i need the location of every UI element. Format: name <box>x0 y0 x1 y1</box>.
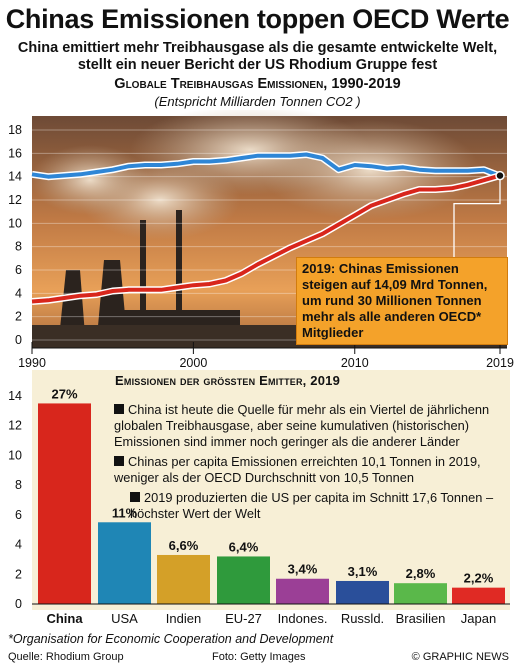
china-2019-callout: 2019: Chinas Emissionen steigen auf 14,0… <box>296 257 508 345</box>
bar-russld- <box>336 580 389 604</box>
bar-y-tick-label: 14 <box>8 389 22 403</box>
x-tick-label: 2019 <box>486 356 514 370</box>
callout-line-5: Mitglieder <box>302 325 364 340</box>
bar-chart: 0 2 4 6 8 10 12 14 27% China 11% USA 6,6% Indien 6,4%… <box>8 370 510 626</box>
subhead-line-1: China emittiert mehr Treibhausgase als d… <box>17 40 498 56</box>
bar-category-label: Brasilien <box>396 611 446 626</box>
line-chart-subtitle: (Entspricht Milliarden Tonnen CO2 ) <box>154 94 361 109</box>
bar-category-label: EU-27 <box>225 611 262 626</box>
bar-value-label: 3,1% <box>348 564 378 579</box>
photo-credit: Foto: Getty Images <box>212 651 306 663</box>
bar-category-label: Indien <box>166 611 201 626</box>
bar-value-label: 2,2% <box>464 571 494 586</box>
subhead-line-2: stellt ein neuer Bericht der US Rhodium … <box>77 57 438 73</box>
callout-line-2: steigen auf 14,09 Mrd Tonnen, <box>302 277 488 292</box>
y-tick-label: 14 <box>8 170 22 184</box>
y-tick-label: 16 <box>8 146 22 160</box>
oecd-emissions-line <box>31 152 501 179</box>
facts-list: China ist heute die Quelle für mehr als … <box>114 402 512 526</box>
bar-category-label: USA <box>111 611 138 626</box>
bullet-square-icon <box>114 456 124 466</box>
bar-brasilien <box>394 583 447 604</box>
fact-item: Chinas per capita Emissionen erreichten … <box>114 454 512 486</box>
bar-value-label: 6,4% <box>229 539 259 554</box>
y-tick-label: 12 <box>8 193 22 207</box>
fact-item: China ist heute die Quelle für mehr als … <box>114 402 512 450</box>
bar-y-tick-label: 2 <box>15 567 22 581</box>
bar-chart-title: Emissionen der größten Emitter, 2019 <box>115 373 341 388</box>
y-tick-label: 4 <box>15 286 22 300</box>
bar-china <box>38 403 91 604</box>
bar-category-label: China <box>46 611 83 626</box>
bullet-square-icon <box>130 492 140 502</box>
callout-line-3: um rund 30 Millionen Tonnen <box>302 293 482 308</box>
graphic-news-credit: © GRAPHIC NEWS <box>411 651 509 663</box>
china-emissions-line <box>31 173 501 304</box>
fact-text: Chinas per capita Emissionen erreichten … <box>114 454 481 485</box>
fact-text: 2019 produzierten die US per capita im S… <box>130 490 494 521</box>
y-tick-label: 18 <box>8 123 22 137</box>
y-tick-label: 8 <box>15 240 22 254</box>
bar-value-label: 3,4% <box>288 562 318 577</box>
fact-item: 2019 produzierten die US per capita im S… <box>130 490 512 522</box>
x-tick-label: 1990 <box>18 356 46 370</box>
bar-value-label: 6,6% <box>169 538 199 553</box>
china-2019-point <box>495 170 505 181</box>
callout-line-4: mehr als alle anderen OECD* <box>302 309 482 324</box>
y-tick-label: 10 <box>8 216 22 230</box>
bar-category-label: Indones. <box>278 611 328 626</box>
y-tick-label: 2 <box>15 310 22 324</box>
bar-value-label: 2,8% <box>406 566 436 581</box>
bar-indien <box>157 554 210 604</box>
callout-leader-line <box>453 175 501 257</box>
bar-eu-27 <box>217 556 270 604</box>
fact-text: China ist heute die Quelle für mehr als … <box>114 402 490 449</box>
oecd-footnote: *Organisation for Economic Cooperation a… <box>8 632 334 646</box>
bar-y-tick-label: 6 <box>15 508 22 522</box>
bar-category-label: Japan <box>461 611 496 626</box>
bar-y-tick-label: 8 <box>15 478 22 492</box>
x-tick-label: 2000 <box>179 356 207 370</box>
bullet-square-icon <box>114 404 124 414</box>
subhead: China emittiert mehr Treibhausgase als d… <box>0 40 515 74</box>
bar-usa <box>98 522 151 604</box>
y-tick-label: 0 <box>15 333 22 347</box>
x-tick-label: 2010 <box>341 356 369 370</box>
headline: Chinas Emissionen toppen OECD Werte <box>5 4 510 34</box>
bar-japan <box>452 587 505 604</box>
source-credit: Quelle: Rhodium Group <box>8 651 124 663</box>
callout-line-1: 2019: Chinas Emissionen <box>302 261 459 276</box>
y-tick-label: 6 <box>15 263 22 277</box>
bar-category-label: Russld. <box>341 611 384 626</box>
bar-value-label: 11% <box>112 505 138 520</box>
bar-y-tick-label: 12 <box>8 419 22 433</box>
bar-value-label: 27% <box>51 386 77 401</box>
line-chart-title: Globale Treibhausgas Emissionen, 1990-20… <box>114 76 401 92</box>
bar-indones- <box>276 578 329 604</box>
bar-y-tick-label: 0 <box>15 597 22 611</box>
bar-y-tick-label: 10 <box>8 448 22 462</box>
bar-y-tick-label: 4 <box>15 538 22 552</box>
